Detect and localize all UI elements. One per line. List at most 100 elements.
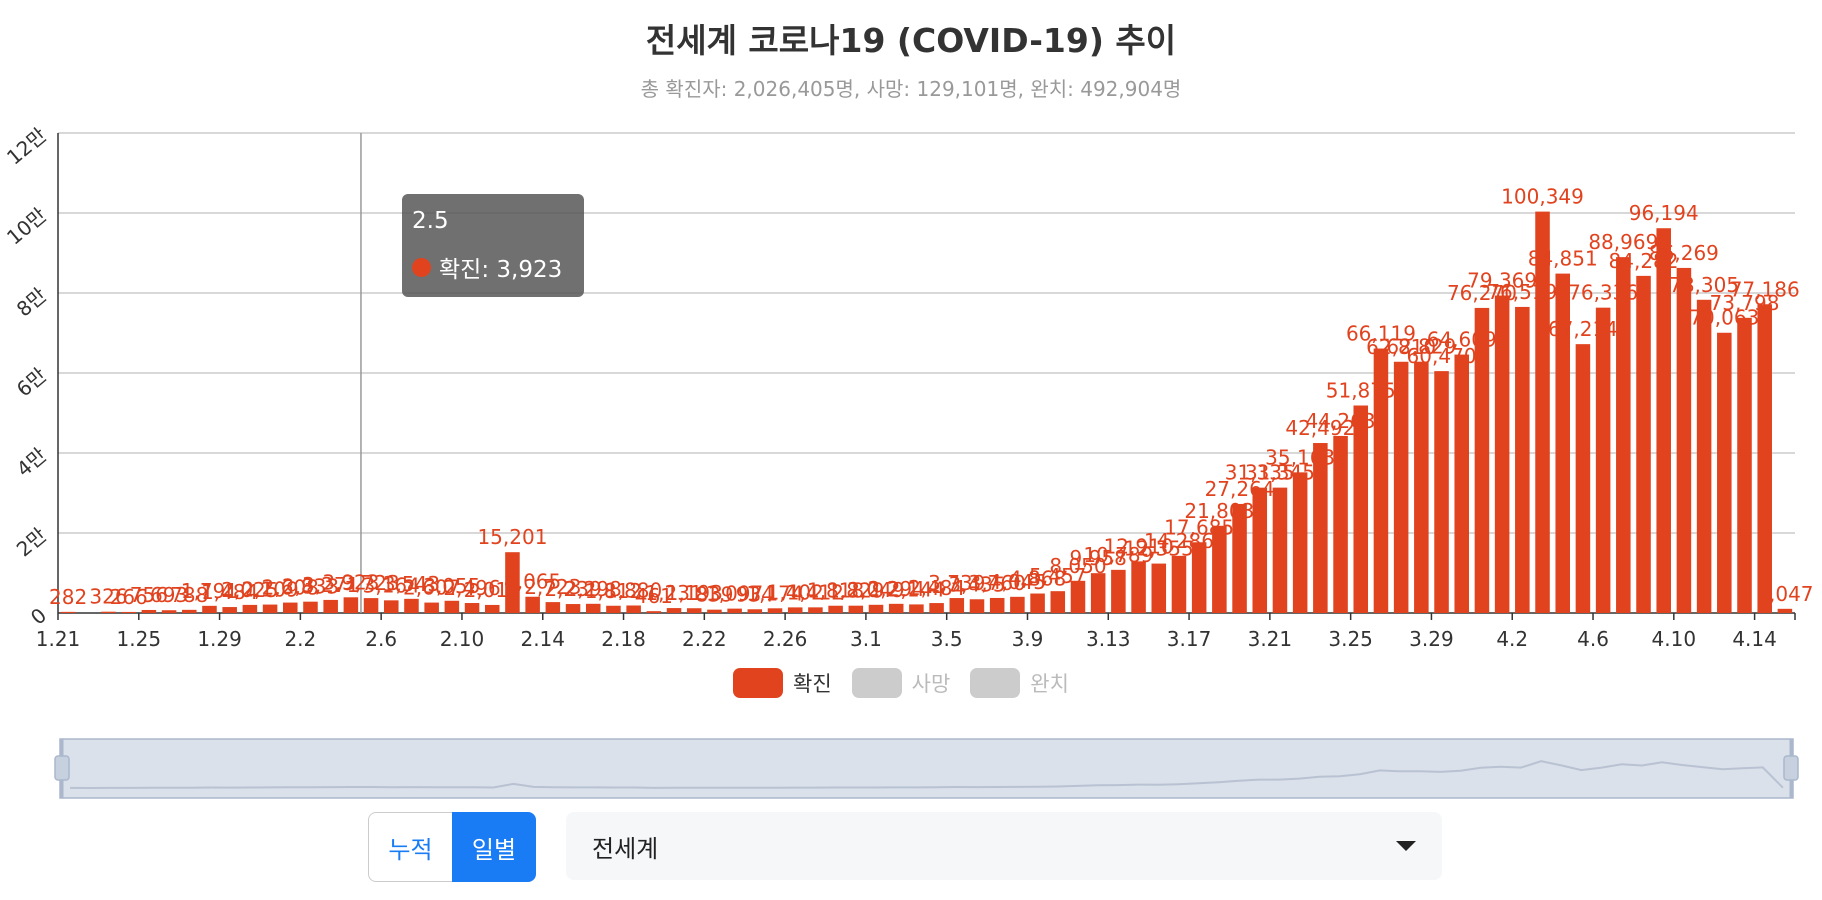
bar: [1030, 593, 1045, 613]
data-label: 2,025: [221, 578, 278, 602]
legend-label: 완치: [1030, 672, 1069, 696]
x-tick-label: 4.2: [1496, 627, 1528, 651]
legend-item-recovered[interactable]: 완치: [970, 668, 1069, 698]
bar: [585, 603, 601, 613]
bar: [525, 596, 540, 613]
bar: [848, 605, 864, 613]
bar: [484, 604, 500, 613]
bar: [343, 597, 359, 613]
data-label: 2,298: [565, 577, 622, 601]
legend-label: 사망: [911, 672, 951, 696]
x-tick-label: 2.18: [601, 627, 646, 651]
data-label: 4,868: [1009, 567, 1066, 591]
data-label: 1,818: [807, 579, 864, 603]
data-label: 693: [150, 583, 188, 607]
data-label: 31,335: [1225, 461, 1295, 485]
bar: [626, 605, 641, 613]
data-label: 12,910: [1104, 534, 1174, 558]
x-tick-label: 3.25: [1328, 627, 1373, 651]
data-label: 788: [170, 583, 208, 607]
bar: [1454, 354, 1470, 613]
bar: [1212, 525, 1227, 613]
region-select-value: 전세계: [592, 834, 659, 863]
data-label: 4,045: [989, 570, 1046, 594]
bar: [666, 608, 682, 613]
tooltip-value: 확진: 3,923: [439, 257, 563, 283]
bar: [1535, 211, 1550, 613]
x-tick-label: 2.14: [520, 627, 565, 651]
x-tick-label: 3.21: [1248, 627, 1293, 651]
x-tick-label: 4.14: [1732, 627, 1777, 651]
bar: [1757, 304, 1772, 613]
data-label: 77,186: [1730, 277, 1800, 301]
data-label: 2,496: [443, 576, 500, 600]
x-tick-label: 1.25: [117, 627, 162, 651]
bar: [828, 605, 843, 613]
bar: [1414, 361, 1429, 613]
tooltip-series-dot-icon: [412, 257, 431, 277]
data-label: 2,144: [888, 577, 945, 601]
cumulative-button[interactable]: 누적: [368, 812, 452, 882]
daily-button[interactable]: 일별: [452, 812, 536, 882]
region-select[interactable]: 전세계: [566, 812, 1442, 880]
legend-item-deaths[interactable]: 사망: [851, 668, 951, 698]
bar: [161, 610, 177, 613]
bar: [1656, 228, 1671, 613]
bar: [545, 602, 561, 613]
data-label: 15,201: [477, 525, 547, 549]
data-label: 3,923: [322, 570, 379, 594]
y-tick-label: 0: [26, 603, 51, 630]
data-label: 3,723: [342, 571, 399, 595]
bar: [767, 608, 783, 613]
data-label: 86,269: [1649, 241, 1719, 265]
bar: [1333, 435, 1348, 613]
data-label: 2,294: [868, 577, 925, 601]
x-tick-label: 1.29: [197, 627, 242, 651]
chevron-down-icon: [1396, 841, 1416, 851]
data-label: 78,305: [1669, 273, 1739, 297]
data-label: 1,812: [585, 579, 642, 603]
x-tick-label: 2.26: [763, 627, 808, 651]
legend-item-confirmed[interactable]: 확진: [733, 668, 832, 698]
bar: [60, 611, 76, 613]
bar: [404, 598, 419, 613]
data-label: 1,231: [645, 581, 702, 605]
data-label: 934: [736, 582, 774, 606]
x-tick-label: 2.22: [682, 627, 727, 651]
data-label: 1,791: [181, 579, 238, 603]
data-label: 266: [110, 585, 148, 609]
bar: [323, 599, 338, 613]
bar: [1515, 306, 1530, 613]
bar: [1191, 542, 1207, 613]
bar: [929, 603, 944, 613]
x-tick-label: 2.6: [365, 627, 397, 651]
data-label: 2,049: [847, 578, 904, 602]
bar: [1272, 487, 1288, 613]
legend-swatch-icon: [733, 668, 783, 698]
data-label: 1,174: [746, 581, 803, 605]
data-label: 1,047: [1756, 582, 1813, 606]
data-label: 3,739: [928, 571, 985, 595]
bar: [787, 607, 803, 613]
zoom-left-handle[interactable]: [54, 755, 70, 781]
bar: [707, 609, 722, 613]
chart-tooltip: 2.5 확진: 3,923: [402, 194, 584, 297]
bar: [1373, 348, 1389, 613]
data-label: 62,829: [1386, 335, 1456, 359]
data-label: 1,097: [706, 582, 763, 606]
bar: [1313, 443, 1328, 613]
bar: [1131, 561, 1146, 613]
y-tick-label: 8만: [12, 283, 51, 321]
bar: [1575, 344, 1591, 613]
zoom-right-handle[interactable]: [1783, 755, 1799, 781]
data-label: 2,239: [544, 577, 601, 601]
data-label: 79,369: [1467, 269, 1537, 293]
data-label: 2,109: [241, 578, 298, 602]
bar: [283, 602, 298, 613]
x-tick-label: 3.17: [1167, 627, 1212, 651]
bar: [1777, 608, 1793, 613]
x-tick-label: 3.29: [1409, 627, 1454, 651]
data-label: 1,412: [787, 580, 844, 604]
bar: [505, 552, 520, 613]
